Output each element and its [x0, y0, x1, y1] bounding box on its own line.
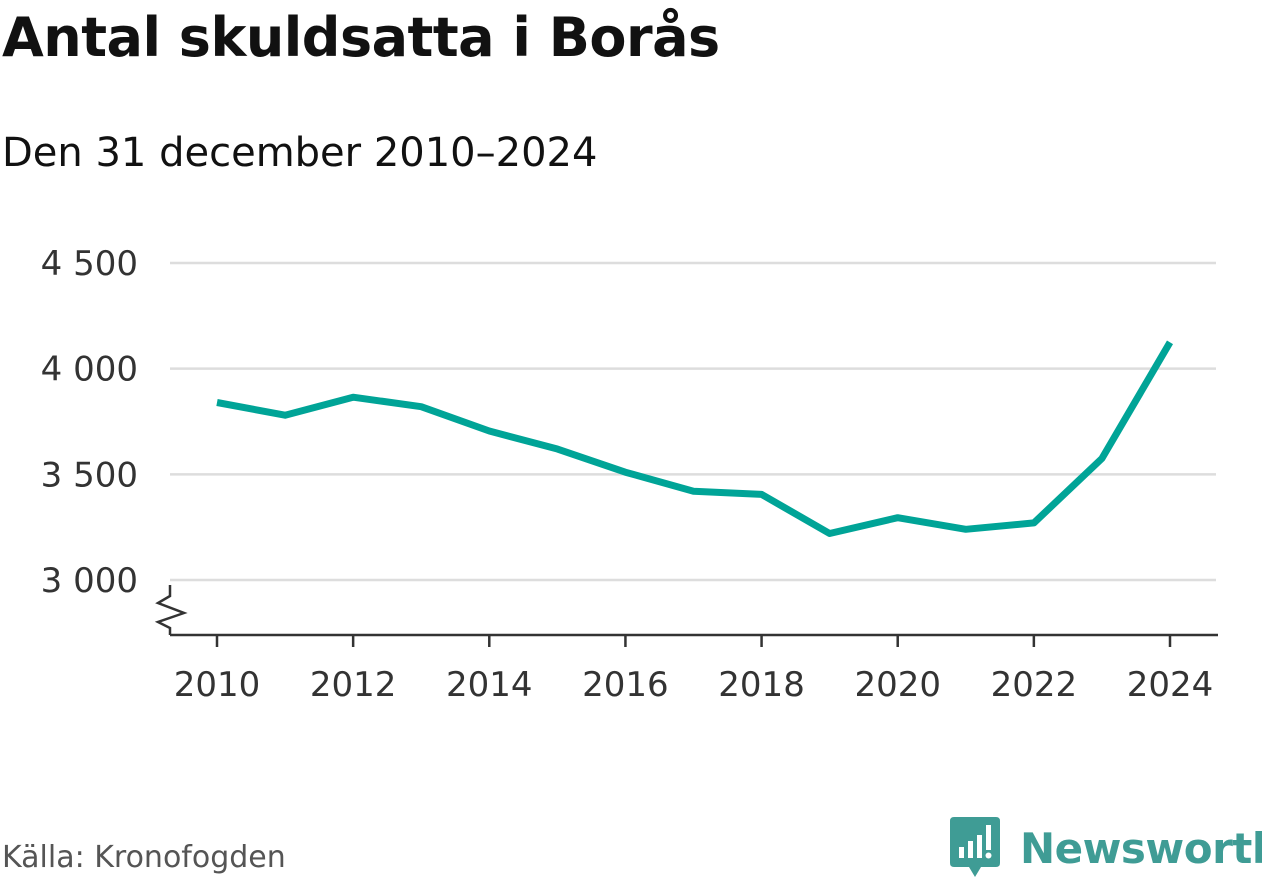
x-tick-label: 2020 [854, 665, 941, 705]
x-tick-label: 2018 [718, 665, 805, 705]
brand: Newsworthy [950, 817, 1262, 878]
x-axis-tick-labels: 2010 2012 2014 2016 2018 2020 2022 2024 [174, 635, 1214, 705]
gridlines [170, 261, 1216, 582]
axis-break-mark [154, 585, 188, 635]
x-tick-label: 2016 [582, 665, 669, 705]
x-tick-label: 2022 [991, 665, 1078, 705]
x-tick-label: 2024 [1127, 665, 1214, 705]
x-tick-label: 2010 [174, 665, 261, 705]
y-tick-label: 3 500 [41, 455, 138, 495]
series-line [216, 340, 1174, 537]
y-tick-label: 4 500 [41, 244, 138, 284]
chart-title: Antal skuldsatta i Borås [2, 6, 720, 69]
x-axis [154, 585, 1218, 637]
series-layer [216, 340, 1174, 537]
chart-subtitle: Den 31 december 2010–2024 [2, 130, 598, 176]
y-tick-label: 4 000 [41, 350, 138, 390]
newsworthy-logo-icon [950, 817, 1000, 877]
x-tick-label: 2012 [310, 665, 397, 705]
brand-name: Newsworthy [1020, 823, 1262, 873]
source-label: Källa: Kronofogden [2, 840, 286, 875]
y-tick-label: 3 000 [41, 561, 138, 601]
x-tick-label: 2014 [446, 665, 533, 705]
y-axis-tick-labels: 3 000 3 500 4 000 4 500 [41, 244, 138, 601]
